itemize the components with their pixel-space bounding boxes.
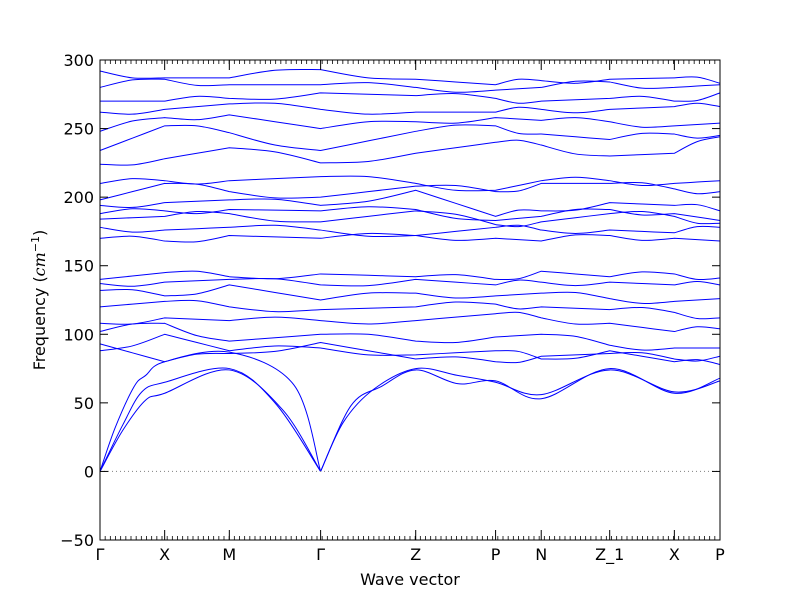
hs-label: X	[159, 545, 170, 564]
y-axis-title: Frequency (cm−1)	[29, 230, 50, 371]
y-tick-label: 0	[84, 462, 94, 481]
optical-branch-21	[99, 78, 721, 93]
optical-branch-13	[99, 189, 721, 217]
optical-branch-22	[99, 68, 721, 86]
branches	[99, 68, 721, 472]
y-ticks: −50 0 50 100 150 200 250 300	[60, 51, 720, 550]
optical-branch-5	[99, 299, 721, 320]
optical-branch-9	[99, 232, 721, 243]
y-axis-title-text: Frequency	[30, 288, 49, 371]
optical-branch-16	[99, 136, 721, 166]
acoustic-branch-5	[320, 368, 721, 472]
optical-branch-1	[99, 333, 721, 365]
optical-branch-11	[99, 210, 721, 228]
hs-label: M	[222, 545, 236, 564]
y-tick-label: −50	[60, 531, 94, 550]
plot-frame	[99, 59, 721, 541]
y-tick-label: 50	[74, 394, 94, 413]
optical-branch-8	[99, 270, 721, 281]
optical-branch-3	[99, 322, 720, 351]
optical-branch-6	[99, 284, 721, 304]
optical-branch-17	[99, 124, 721, 152]
optical-branch-14	[99, 181, 721, 201]
hs-label: N	[535, 545, 547, 564]
y-axis-unit-exponent: −1	[29, 236, 42, 252]
y-tick-label: 100	[63, 325, 94, 344]
y-axis-unit-symbol: cm	[30, 252, 49, 276]
y-axis-unit-close: )	[30, 230, 49, 236]
hs-label: P	[715, 545, 725, 564]
hs-label: Γ	[96, 545, 105, 564]
acoustic-branch-4	[320, 367, 721, 472]
hs-label: P	[491, 545, 501, 564]
optical-branch-12	[99, 206, 721, 221]
x-axis-title: Wave vector	[360, 570, 460, 589]
x-minor-ticks	[104, 60, 716, 540]
optical-branch-18	[99, 114, 721, 132]
y-tick-label: 250	[63, 120, 94, 139]
y-axis-unit-open: (	[30, 276, 49, 287]
acoustic-branch-3	[99, 350, 322, 472]
y-tick-label: 300	[63, 51, 94, 70]
optical-branch-20	[100, 92, 721, 104]
acoustic-branch-2	[99, 369, 322, 472]
optical-branch-2	[99, 342, 721, 364]
hs-ticks: Γ X M Γ Z P N Z_1 X P	[96, 60, 725, 565]
y-tick-label: 150	[63, 257, 94, 276]
optical-branch-7	[99, 277, 721, 287]
optical-branch-10	[99, 224, 721, 238]
optical-branch-19	[99, 102, 721, 115]
hs-label: X	[669, 545, 680, 564]
hs-label: Z_1	[595, 545, 624, 565]
optical-branch-15	[99, 175, 721, 192]
hs-label: Z	[410, 545, 421, 564]
optical-branch-4	[99, 311, 721, 333]
y-tick-label: 200	[63, 188, 94, 207]
hs-label: Γ	[316, 545, 325, 564]
acoustic-branch-1	[99, 367, 322, 472]
